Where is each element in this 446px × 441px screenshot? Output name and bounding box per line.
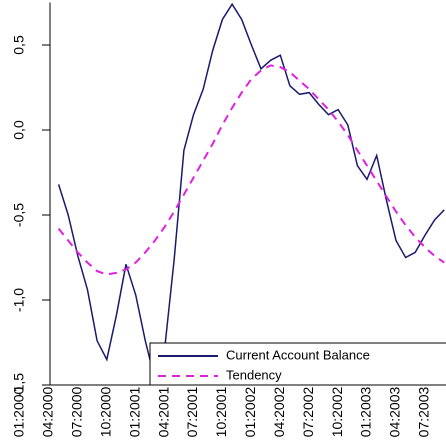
x-tick-label: 01:2000 (11, 386, 27, 437)
x-tick-label: 10:2002 (329, 386, 345, 437)
x-tick-label: 07:2003 (416, 386, 432, 437)
x-tick-label: 04:2000 (40, 386, 56, 437)
x-tick-label: 01:2003 (358, 386, 374, 437)
x-tick-label: 04:2002 (271, 386, 287, 437)
y-tick-label: 0,0 (11, 120, 27, 140)
legend-label: Current Account Balance (226, 347, 370, 362)
x-tick-label: 04:2003 (387, 386, 403, 437)
x-tick-label: 10:2001 (213, 386, 229, 437)
x-tick-label: 07:2001 (184, 386, 200, 437)
series-line (57, 64, 445, 276)
x-tick-label: 01:2002 (242, 386, 258, 437)
series-line (57, 2, 445, 383)
y-tick-label: -1,5 (11, 373, 27, 397)
x-tick-label: 07:2002 (300, 386, 316, 437)
legend-label: Tendency (226, 367, 282, 382)
legend-box (149, 342, 446, 386)
x-tick-label: 10:2000 (97, 386, 113, 437)
y-tick-label: 0,5 (11, 35, 27, 55)
x-tick-label: 07:2000 (69, 386, 85, 437)
y-tick-label: -1,0 (11, 288, 27, 312)
x-tick-label: 04:2001 (155, 386, 171, 437)
y-tick-label: -0,5 (11, 203, 27, 227)
x-tick-label: 01:2001 (126, 386, 142, 437)
